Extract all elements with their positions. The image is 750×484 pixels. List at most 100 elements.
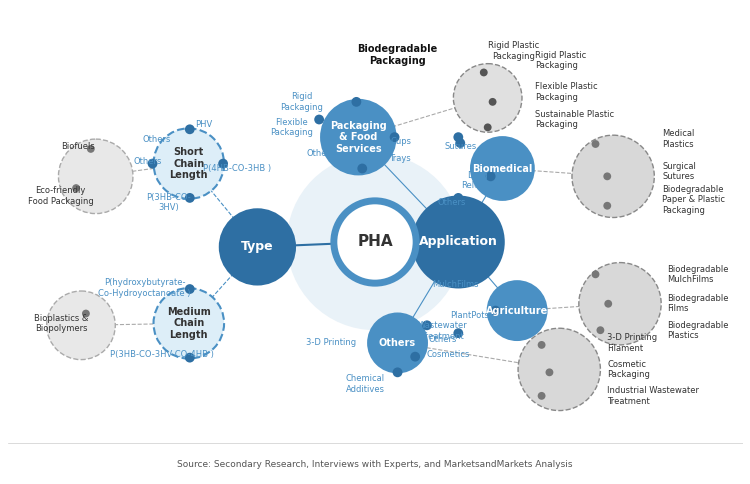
Text: Others: Others bbox=[134, 157, 162, 166]
Circle shape bbox=[390, 132, 400, 142]
Text: Eco-friendly
Food Packaging: Eco-friendly Food Packaging bbox=[28, 186, 93, 206]
Circle shape bbox=[454, 193, 464, 203]
Circle shape bbox=[220, 210, 295, 284]
Circle shape bbox=[334, 201, 416, 283]
Circle shape bbox=[454, 275, 464, 285]
Circle shape bbox=[486, 171, 496, 181]
Circle shape bbox=[393, 367, 403, 377]
Circle shape bbox=[471, 137, 534, 200]
Circle shape bbox=[286, 154, 464, 330]
Text: Others: Others bbox=[437, 198, 466, 207]
Text: Biodegradable
Paper & Plastic
Packaging: Biodegradable Paper & Plastic Packaging bbox=[662, 185, 725, 215]
Circle shape bbox=[518, 328, 601, 410]
Text: PHV: PHV bbox=[195, 120, 212, 129]
Text: Sustainable Plastic
Packaging: Sustainable Plastic Packaging bbox=[535, 110, 614, 129]
Circle shape bbox=[422, 320, 432, 330]
Text: Biodegradable
Plastics: Biodegradable Plastics bbox=[667, 320, 728, 340]
Text: PHA: PHA bbox=[357, 235, 393, 249]
Text: Cosmetic
Packaging: Cosmetic Packaging bbox=[608, 360, 650, 379]
Circle shape bbox=[545, 368, 554, 376]
Text: Rigid Plastic
Packaging: Rigid Plastic Packaging bbox=[535, 51, 586, 70]
Text: Others: Others bbox=[307, 149, 335, 158]
Text: Rigid
Packaging: Rigid Packaging bbox=[280, 92, 323, 111]
Circle shape bbox=[489, 98, 496, 106]
Circle shape bbox=[538, 392, 545, 400]
Circle shape bbox=[352, 97, 362, 107]
Circle shape bbox=[538, 341, 545, 349]
Text: P(4HB-CO-3HB ): P(4HB-CO-3HB ) bbox=[202, 164, 271, 173]
Circle shape bbox=[185, 124, 195, 134]
Text: Packaging
& Food
Services: Packaging & Food Services bbox=[330, 121, 387, 154]
Text: Chemical
Additives: Chemical Additives bbox=[346, 375, 385, 394]
Circle shape bbox=[604, 300, 612, 308]
Circle shape bbox=[592, 271, 599, 278]
Text: Source: Secondary Research, Interviews with Experts, and MarketsandMarkets Analy: Source: Secondary Research, Interviews w… bbox=[177, 460, 573, 469]
Circle shape bbox=[185, 353, 195, 363]
Text: Sutures: Sutures bbox=[444, 142, 476, 151]
Text: P(hydroxybutyrate-
Co-Hydroyoctanoate ): P(hydroxybutyrate- Co-Hydroyoctanoate ) bbox=[98, 278, 191, 298]
Circle shape bbox=[454, 132, 464, 142]
Circle shape bbox=[572, 135, 654, 217]
Circle shape bbox=[603, 172, 611, 180]
Circle shape bbox=[480, 69, 488, 76]
Text: 3-D Printing
Filament: 3-D Printing Filament bbox=[608, 333, 658, 353]
Circle shape bbox=[603, 202, 611, 210]
Text: Medium
Chain
Length: Medium Chain Length bbox=[167, 307, 211, 340]
Circle shape bbox=[46, 291, 116, 360]
Circle shape bbox=[314, 115, 324, 124]
Circle shape bbox=[148, 159, 158, 168]
Text: P(3HB-CO-3HV-CO-4HB ): P(3HB-CO-3HV-CO-4HB ) bbox=[110, 350, 214, 359]
Text: Cups: Cups bbox=[391, 136, 412, 146]
Circle shape bbox=[321, 100, 395, 174]
Text: Biodegradable
Packaging: Biodegradable Packaging bbox=[358, 44, 438, 66]
Circle shape bbox=[484, 123, 491, 131]
Text: Drug
Release: Drug Release bbox=[461, 170, 494, 190]
Text: Surgical
Sutures: Surgical Sutures bbox=[662, 162, 696, 181]
Text: Flexible
Packaging: Flexible Packaging bbox=[270, 118, 314, 137]
Text: Application: Application bbox=[419, 236, 498, 248]
Circle shape bbox=[87, 145, 94, 153]
Text: Wastewater
Treatment: Wastewater Treatment bbox=[418, 321, 467, 341]
Text: Others: Others bbox=[428, 335, 457, 345]
Circle shape bbox=[154, 288, 224, 359]
Text: Rigid Plastic
Packaging: Rigid Plastic Packaging bbox=[488, 41, 539, 60]
Circle shape bbox=[490, 306, 500, 316]
Text: P(3HB-CO-
3HV): P(3HB-CO- 3HV) bbox=[146, 193, 190, 212]
Circle shape bbox=[592, 140, 599, 148]
Text: Short
Chain
Length: Short Chain Length bbox=[170, 147, 208, 180]
Circle shape bbox=[58, 139, 133, 213]
Circle shape bbox=[454, 63, 522, 132]
Circle shape bbox=[368, 314, 427, 372]
Circle shape bbox=[410, 352, 420, 362]
Text: Industrial Wastewater
Treatment: Industrial Wastewater Treatment bbox=[608, 386, 699, 406]
Text: PlantPots: PlantPots bbox=[451, 311, 490, 320]
Circle shape bbox=[185, 193, 195, 203]
Text: Biofuels: Biofuels bbox=[62, 142, 95, 151]
Circle shape bbox=[579, 263, 662, 345]
Circle shape bbox=[185, 284, 195, 294]
Circle shape bbox=[357, 164, 368, 173]
Circle shape bbox=[154, 128, 224, 199]
Circle shape bbox=[454, 328, 464, 338]
Text: Biomedical: Biomedical bbox=[472, 164, 532, 173]
Text: Others: Others bbox=[379, 338, 416, 348]
Circle shape bbox=[218, 159, 228, 168]
Text: Biodegradable
MulchFilms: Biodegradable MulchFilms bbox=[667, 265, 728, 284]
Text: MulchFilms: MulchFilms bbox=[432, 280, 478, 288]
Text: Trays: Trays bbox=[388, 154, 410, 163]
Circle shape bbox=[413, 197, 503, 287]
Text: 3-D Printing: 3-D Printing bbox=[306, 338, 356, 348]
Text: Cosmetics: Cosmetics bbox=[427, 350, 470, 359]
Text: Others: Others bbox=[142, 135, 171, 144]
Text: Type: Type bbox=[241, 241, 274, 254]
Text: Biodegradable
Films: Biodegradable Films bbox=[667, 294, 728, 314]
Text: Flexible Plastic
Packaging: Flexible Plastic Packaging bbox=[535, 82, 597, 102]
Circle shape bbox=[455, 138, 465, 148]
Circle shape bbox=[596, 326, 604, 334]
Circle shape bbox=[488, 281, 547, 340]
Text: Medical
Plastics: Medical Plastics bbox=[662, 129, 694, 149]
Text: Bioplastics &
Biopolymers: Bioplastics & Biopolymers bbox=[34, 314, 88, 333]
Circle shape bbox=[72, 184, 80, 192]
Text: Agriculture: Agriculture bbox=[486, 305, 548, 316]
Circle shape bbox=[82, 310, 90, 318]
